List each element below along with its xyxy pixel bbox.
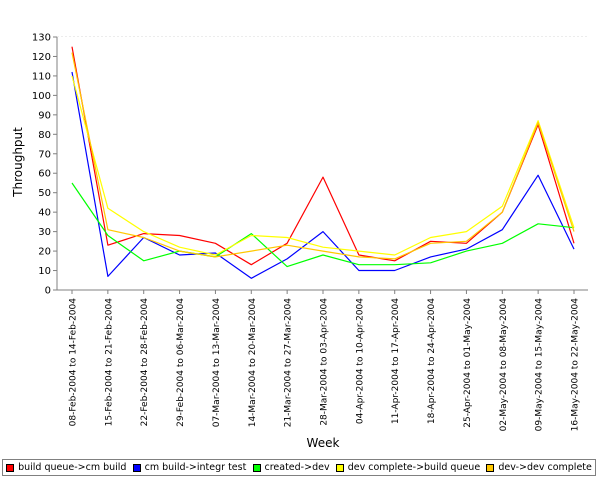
legend-label: build queue->cm build [18,462,127,473]
x-tick-label: 29-Feb-2004 to 06-Mar-2004 [176,298,186,427]
x-axis-label: Week [307,436,340,450]
x-tick-label: 25-Apr-2004 to 01-May-2004 [463,298,473,428]
legend-swatch [252,463,261,472]
legend-swatch [6,463,15,472]
y-tick-label: 40 [38,208,51,219]
y-tick-label: 90 [38,110,51,121]
y-tick-label: 30 [38,227,51,238]
x-tick-label: 28-Mar-2004 to 03-Apr-2004 [320,298,330,426]
y-axis: 0 10 20 30 40 50 60 70 80 90 100 110 120 130 [32,33,57,297]
x-tick-label: 02-May-2004 to 08-May-2004 [499,298,509,432]
y-axis-label: Throughput [11,127,25,198]
x-axis: 08-Feb-2004 to 14-Feb-2004 15-Feb-2004 to… [69,290,581,431]
legend-item: created->dev [252,462,330,473]
legend-swatch [132,463,141,472]
x-tick-label: 11-Apr-2004 to 17-Apr-2004 [391,298,401,424]
plot-area [56,37,588,291]
x-tick-label: 16-May-2004 to 22-May-2004 [571,298,581,432]
series-line [71,71,575,279]
x-tick-label: 07-Mar-2004 to 13-Mar-2004 [212,298,222,428]
y-tick-label: 0 [45,286,51,297]
x-tick-label: 09-May-2004 to 15-May-2004 [535,298,545,432]
legend-item: build queue->cm build [6,462,126,473]
y-tick-label: 100 [32,91,51,102]
y-tick-label: 120 [32,52,51,63]
legend: build queue->cm build cm build->integr te… [2,459,596,476]
legend-swatch [486,463,495,472]
legend-label: created->dev [264,462,330,473]
x-tick-label: 15-Feb-2004 to 21-Feb-2004 [104,298,114,427]
x-tick-label: 04-Apr-2004 to 10-Apr-2004 [355,298,365,424]
y-tick-label: 50 [38,188,51,199]
y-tick-label: 130 [32,33,51,44]
x-tick-label: 08-Feb-2004 to 14-Feb-2004 [69,298,79,427]
x-tick-label: 22-Feb-2004 to 28-Feb-2004 [140,298,150,427]
y-tick-label: 110 [32,71,51,82]
x-tick-label: 21-Mar-2004 to 27-Mar-2004 [284,298,294,428]
series-lines [71,46,575,279]
y-tick-label: 80 [38,130,51,141]
legend-swatch [335,463,344,472]
legend-item: dev complete->build queue [335,462,481,473]
series-line [71,182,575,268]
x-tick-label: 18-Apr-2004 to 24-Apr-2004 [427,298,437,424]
y-tick-label: 20 [38,247,51,258]
y-tick-label: 10 [38,266,51,277]
series-line [71,75,575,256]
plot-background [57,37,588,290]
series-line [71,52,575,260]
legend-label: dev complete->build queue [347,462,481,473]
x-tick-label: 14-Mar-2004 to 20-Mar-2004 [248,298,258,428]
legend-label: cm build->integr test [144,462,247,473]
y-tick-label: 70 [38,149,51,160]
legend-label: dev->dev complete [498,462,592,473]
legend-item: dev->dev complete [486,462,592,473]
y-tick-label: 60 [38,169,51,180]
legend-item: cm build->integr test [132,462,247,473]
